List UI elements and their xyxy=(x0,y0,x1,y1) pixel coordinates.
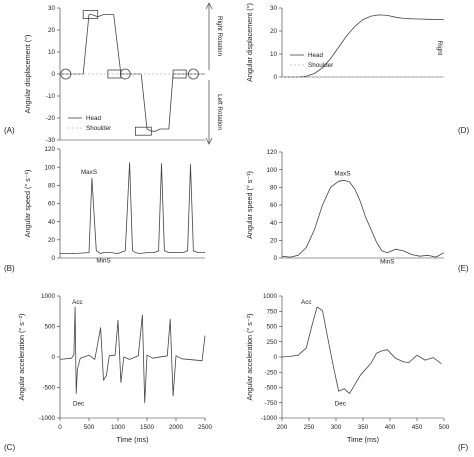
y-tick-label: -750 xyxy=(264,400,277,407)
y-axis-label: Angular acceleration (° s⁻²) xyxy=(17,314,26,401)
x-tick-label: 500 xyxy=(84,424,95,431)
panel-label: (E) xyxy=(458,264,469,273)
y-tick-label: 80 xyxy=(270,185,278,192)
y-tick-label: 120 xyxy=(44,146,55,153)
y-axis-label: Angular displacement (°) xyxy=(245,3,254,82)
x-tick-label: 300 xyxy=(331,424,342,431)
y-tick-label: 1000 xyxy=(263,293,278,300)
plateau-box xyxy=(82,10,99,20)
y-tick-label: -1000 xyxy=(261,415,278,422)
x-tick-label: 0 xyxy=(58,424,62,431)
y-tick-label: 40 xyxy=(270,220,278,227)
right-rotation-label: Right Rotation xyxy=(216,16,223,56)
maxs-label: MaxS xyxy=(81,169,97,176)
arrow-head-down xyxy=(205,137,213,145)
series-line-head xyxy=(60,14,205,132)
x-tick-label: 1500 xyxy=(140,424,155,431)
legend-entry: Head xyxy=(308,52,324,59)
panel-label: (A) xyxy=(4,126,15,135)
right-label: Right xyxy=(436,41,443,56)
x-tick-label: 250 xyxy=(304,424,315,431)
series-line-head xyxy=(281,179,445,258)
y-axis-label: Angular acceleration (° s⁻²) xyxy=(245,314,254,401)
y-tick-label: 250 xyxy=(266,339,277,346)
y-tick-label: 60 xyxy=(48,201,56,208)
y-tick-label: 500 xyxy=(44,324,55,331)
rest-circle xyxy=(187,68,199,80)
y-axis-label: Angular speed (° s⁻¹) xyxy=(23,170,32,238)
y-tick-label: 80 xyxy=(48,183,56,190)
x-tick-label: 2000 xyxy=(169,424,184,431)
y-tick-label: 30 xyxy=(48,5,56,12)
rest-circle xyxy=(60,68,72,80)
y-tick-label: 20 xyxy=(48,27,56,34)
rest-box xyxy=(107,69,122,79)
y-tick-label: 0 xyxy=(51,354,55,361)
y-tick-label: -30 xyxy=(46,137,56,144)
series-line-head xyxy=(282,14,444,78)
x-axis-label: Time (ms) xyxy=(116,435,148,444)
y-tick-label: 40 xyxy=(48,219,56,226)
y-tick-label: 20 xyxy=(270,238,278,245)
acc-label: Acc xyxy=(72,299,83,306)
y-tick-label: -1000 xyxy=(39,415,56,422)
y-tick-label: -250 xyxy=(264,369,277,376)
maxs-label: MaxS xyxy=(334,170,350,177)
dec-label: Dec xyxy=(73,401,84,408)
x-tick-label: 350 xyxy=(358,424,369,431)
rest-circle xyxy=(119,68,131,80)
y-tick-label: 0 xyxy=(273,255,277,262)
panel-label: (D) xyxy=(458,126,469,135)
y-tick-label: 100 xyxy=(266,167,277,174)
mins-label: MinS xyxy=(96,258,110,265)
y-axis-label: Angular speed (° s⁻¹) xyxy=(245,171,254,239)
y-tick-label: 0 xyxy=(51,255,55,262)
y-tick-label: 60 xyxy=(270,202,278,209)
x-tick-label: 2500 xyxy=(198,424,213,431)
plateau-box xyxy=(134,126,152,136)
y-tick-label: 0 xyxy=(51,71,55,78)
panel-label: (C) xyxy=(4,443,15,452)
y-tick-label: 0 xyxy=(273,74,277,81)
y-tick-label: 20 xyxy=(270,28,278,35)
x-tick-label: 450 xyxy=(412,424,423,431)
dec-label: Dec xyxy=(335,401,346,408)
x-tick-label: 500 xyxy=(439,424,450,431)
rest-box xyxy=(172,69,187,79)
y-tick-label: 20 xyxy=(48,237,56,244)
y-tick-label: -500 xyxy=(264,385,277,392)
y-tick-label: 120 xyxy=(266,149,277,156)
y-tick-label: 10 xyxy=(48,49,56,56)
mins-label: MinS xyxy=(380,259,394,266)
arrow-head-up xyxy=(205,2,213,10)
y-tick-label: 100 xyxy=(44,164,55,171)
y-tick-label: 750 xyxy=(266,308,277,315)
series-line-head xyxy=(281,306,442,395)
y-tick-label: -20 xyxy=(46,115,56,122)
y-tick-label: 10 xyxy=(270,51,278,58)
x-tick-label: 1000 xyxy=(111,424,126,431)
x-tick-label: 400 xyxy=(385,424,396,431)
panel-label: (B) xyxy=(4,264,15,273)
x-tick-label: 200 xyxy=(277,424,288,431)
y-tick-label: 500 xyxy=(266,324,277,331)
y-tick-label: -500 xyxy=(42,385,55,392)
acc-label: Acc xyxy=(301,299,312,306)
y-tick-label: -10 xyxy=(46,93,56,100)
y-axis-label: Angular displacement (°) xyxy=(23,35,32,114)
panel-label: (F) xyxy=(458,443,469,452)
legend-entry: Shoulder xyxy=(86,125,111,132)
left-rotation-label: Left Rotation xyxy=(216,94,223,130)
y-tick-label: 1000 xyxy=(41,293,56,300)
legend-entry: Head xyxy=(86,115,102,122)
legend-entry: Shoulder xyxy=(308,62,333,69)
y-tick-label: 0 xyxy=(273,354,277,361)
x-axis-label: Time (ms) xyxy=(347,435,379,444)
series-line-head xyxy=(60,162,205,254)
y-tick-label: 30 xyxy=(270,5,278,12)
series-line-head xyxy=(59,306,206,404)
